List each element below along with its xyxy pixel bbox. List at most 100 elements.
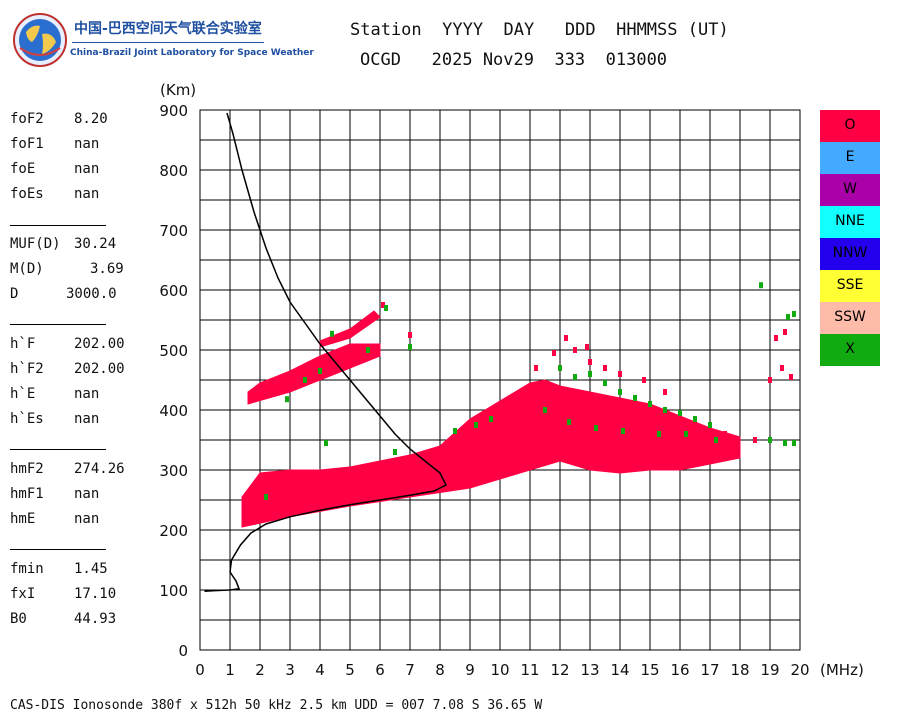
param-value: 30.24 xyxy=(74,236,117,252)
scatter-point-x xyxy=(603,380,607,386)
param-label: h`E xyxy=(10,386,36,402)
legend-item-o: O xyxy=(820,110,880,142)
legend-item-sse: SSE xyxy=(820,270,880,302)
legend-item-nne: NNE xyxy=(820,206,880,238)
scatter-point-o xyxy=(585,344,589,350)
scatter-point-x xyxy=(633,395,637,401)
param-separator xyxy=(10,549,106,550)
scatter-point-x xyxy=(573,374,577,380)
scatter-point-x xyxy=(558,365,562,371)
scatter-point-o xyxy=(618,371,622,377)
scatter-point-x xyxy=(621,428,625,434)
y-tick-label: 500 xyxy=(159,342,188,360)
param-value: 1.45 xyxy=(74,561,108,577)
param-row: h`E nan xyxy=(10,386,99,402)
scatter-point-x xyxy=(453,428,457,434)
param-row: foE nan xyxy=(10,161,99,177)
scatter-point-x xyxy=(324,440,328,446)
scatter-point-x xyxy=(684,431,688,437)
param-separator xyxy=(10,225,106,226)
param-value: 202.00 xyxy=(74,336,125,352)
lab-logo: 中国-巴西空间天气联合实验室 China-Brazil Joint Labora… xyxy=(12,12,314,70)
scatter-point-o xyxy=(588,359,592,365)
x-tick-label: 17 xyxy=(700,661,719,679)
scatter-point-x xyxy=(759,282,763,289)
param-row: D 3000.0 xyxy=(10,286,117,302)
o-second-hop-region xyxy=(247,343,381,405)
o-trace-region xyxy=(241,379,741,528)
x-tick-label: 13 xyxy=(580,661,599,679)
logo-chinese-text: 中国-巴西空间天气联合实验室 xyxy=(74,21,262,37)
param-label: fxI xyxy=(10,586,36,602)
legend-item-nnw: NNW xyxy=(820,238,880,270)
scatter-point-x xyxy=(384,305,388,311)
x-tick-label: 3 xyxy=(285,661,295,679)
scatter-point-x xyxy=(792,311,796,317)
param-label: foE xyxy=(10,161,36,177)
legend-label: E xyxy=(845,149,855,165)
param-row: hmF1 nan xyxy=(10,486,99,502)
y-tick-label: 600 xyxy=(159,282,188,300)
scatter-point-x xyxy=(594,425,598,431)
param-label: hmF1 xyxy=(10,486,44,502)
x-tick-label: 1 xyxy=(225,661,235,679)
param-label: B0 xyxy=(10,611,27,627)
scatter-point-o xyxy=(381,302,385,308)
x-tick-label: 11 xyxy=(520,661,539,679)
param-row: h`Es nan xyxy=(10,411,99,427)
scatter-point-o xyxy=(723,431,727,437)
param-label: D xyxy=(10,286,19,302)
param-value: 3000.0 xyxy=(66,286,117,302)
legend-label: NNE xyxy=(835,213,865,229)
x-tick-label: 18 xyxy=(730,661,749,679)
param-label: h`F2 xyxy=(10,361,44,377)
logo-divider xyxy=(72,42,264,43)
param-row: foEs nan xyxy=(10,186,99,202)
legend-item-e: E xyxy=(820,142,880,174)
y-tick-label: 700 xyxy=(159,222,188,240)
param-row: M(D) 3.69 xyxy=(10,261,124,277)
param-row: h`F2 202.00 xyxy=(10,361,125,377)
scatter-point-x xyxy=(663,407,667,413)
param-row: foF1 nan xyxy=(10,136,99,152)
param-label: fmin xyxy=(10,561,44,577)
param-value: 202.00 xyxy=(74,361,125,377)
param-row: fxI 17.10 xyxy=(10,586,116,602)
x-tick-label: 19 xyxy=(760,661,779,679)
scatter-point-x xyxy=(588,371,592,377)
y-tick-label: 800 xyxy=(159,162,188,180)
scatter-point-o xyxy=(408,332,412,338)
scatter-point-x xyxy=(330,330,334,337)
legend-item-w: W xyxy=(820,174,880,206)
scatter-point-x xyxy=(657,431,661,437)
chart-data-layer xyxy=(204,112,796,592)
scatter-point-o xyxy=(663,389,667,395)
scatter-point-x xyxy=(285,396,289,403)
scatter-point-x xyxy=(303,377,307,383)
param-label: M(D) xyxy=(10,261,44,277)
x-tick-label: 7 xyxy=(405,661,415,679)
param-label: hmF2 xyxy=(10,461,44,477)
y-tick-label: 100 xyxy=(159,582,188,600)
param-value: 3.69 xyxy=(90,261,124,277)
scatter-point-x xyxy=(792,440,796,446)
legend-label: W xyxy=(843,181,857,197)
chart-grid xyxy=(199,109,801,651)
param-row: h`F 202.00 xyxy=(10,336,125,352)
legend-label: SSE xyxy=(836,277,864,293)
scatter-point-x xyxy=(393,449,397,455)
param-value: nan xyxy=(74,186,100,202)
instrument-footer: CAS-DIS Ionosonde 380f x 512h 50 kHz 2.5… xyxy=(10,698,543,713)
legend-label: X xyxy=(845,341,855,357)
param-value: 274.26 xyxy=(74,461,125,477)
param-value: nan xyxy=(74,486,100,502)
legend-item-ssw: SSW xyxy=(820,302,880,334)
scatter-point-x xyxy=(714,437,718,443)
param-row: MUF(D) 30.24 xyxy=(10,236,116,252)
profile-curve xyxy=(204,112,448,592)
param-label: foF2 xyxy=(10,111,44,127)
scatter-point-o xyxy=(534,365,538,371)
scatter-point-o xyxy=(780,365,784,371)
x-tick-label: 16 xyxy=(670,661,689,679)
